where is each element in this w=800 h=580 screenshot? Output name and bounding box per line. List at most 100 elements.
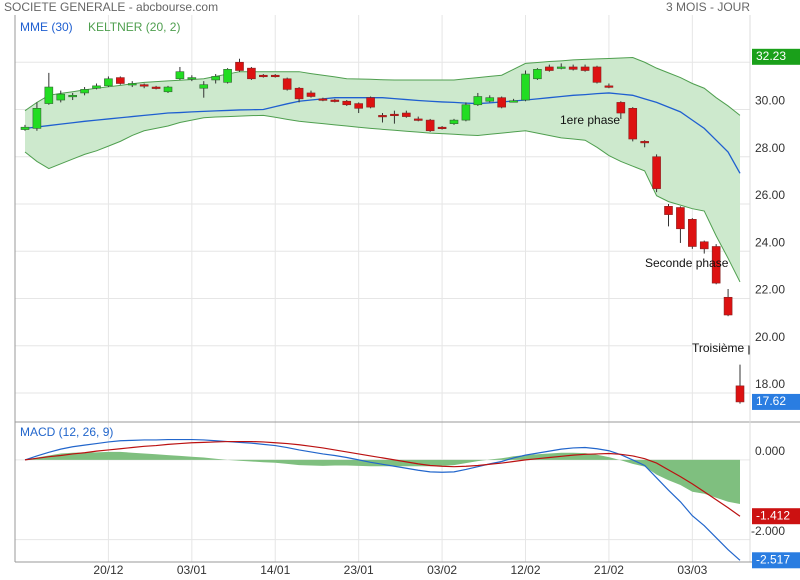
candle-body	[473, 96, 483, 106]
candle-body	[640, 141, 649, 144]
x-tick-label: 23/01	[344, 563, 374, 577]
candle-body	[545, 66, 554, 71]
last-price-label: 17.62	[756, 394, 786, 408]
candle-body	[342, 100, 352, 106]
y-tick-label: 20.00	[755, 330, 785, 344]
candle-body	[318, 98, 328, 101]
band-upper	[24, 57, 741, 116]
legend-label: KELTNER (20, 2)	[88, 20, 180, 34]
candle-body	[116, 77, 125, 84]
macd-panel	[24, 438, 741, 561]
candle-body	[80, 89, 89, 94]
candle-body	[139, 84, 149, 87]
candle-body	[676, 207, 685, 230]
mme-line	[24, 92, 741, 174]
band-lower	[24, 114, 741, 283]
candle-body	[247, 67, 256, 80]
candle-body	[723, 296, 733, 316]
last-value-label-box	[752, 552, 800, 569]
chart-subtitle: 3 MOIS - JOUR	[666, 0, 750, 14]
candle-body	[521, 73, 530, 101]
y-tick-label: 22.00	[755, 283, 785, 297]
candle-body	[163, 86, 173, 93]
x-tick-label: 14/01	[260, 563, 290, 577]
candle-body	[282, 78, 292, 90]
candle-body	[259, 74, 268, 78]
y-tick-label: 30.00	[755, 94, 785, 108]
candle-body	[294, 87, 304, 100]
candle-body	[378, 115, 387, 118]
candle-body	[92, 85, 101, 89]
candle-body	[32, 108, 42, 129]
candle-body	[604, 85, 614, 88]
candle-body	[56, 93, 66, 101]
panel-title: MACD (12, 26, 9)	[20, 425, 113, 439]
marker-label-box	[752, 48, 800, 65]
labels: 20/12 03/01 14/01 23/01 03/02 12/02 21/02 03/03…	[20, 20, 800, 577]
last-price-label-box	[752, 393, 800, 410]
y-tick-label: -2.000	[751, 524, 785, 538]
x-tick-label: 20/12	[93, 563, 123, 577]
y-tick-label: 18.00	[755, 377, 785, 391]
candle-body	[270, 74, 280, 78]
macd-line	[24, 440, 741, 517]
candle-body	[104, 78, 113, 87]
y-tick-label: 24.00	[755, 235, 785, 249]
candle-body	[211, 76, 220, 81]
x-tick-label: 21/02	[594, 563, 624, 577]
candle-body	[711, 246, 721, 284]
candle-body	[402, 112, 411, 117]
candle-body	[735, 385, 745, 403]
candle-body	[127, 83, 137, 86]
candle-body	[509, 100, 518, 103]
candle-body	[664, 206, 673, 215]
x-tick-label: 03/01	[177, 563, 207, 577]
candle-body	[461, 104, 471, 121]
annotation: Troisième phase	[692, 341, 781, 355]
candle-body	[628, 108, 638, 140]
candle-body	[592, 66, 602, 83]
candle-body	[151, 86, 161, 89]
candle-body	[699, 241, 709, 250]
annotation: Seconde phase	[645, 256, 729, 270]
candle-body	[366, 97, 375, 108]
legend-label: MME (30)	[20, 20, 73, 34]
candle-body	[354, 103, 363, 109]
candle-body	[306, 92, 316, 97]
price-panel: 1ere phase Seconde phase Troisième phase	[20, 57, 781, 404]
candle-body	[449, 119, 459, 124]
candle-body	[330, 99, 340, 102]
x-tick-label: 12/02	[510, 563, 540, 577]
last-value-label: -2.517	[756, 552, 790, 566]
y-tick-label: 0.000	[755, 444, 785, 458]
candle-body	[175, 71, 185, 80]
y-tick-label: 28.00	[755, 141, 785, 155]
annotation: 1ere phase	[560, 113, 620, 127]
candle-body	[580, 66, 590, 71]
candle-body	[556, 66, 566, 69]
chart-title: SOCIETE GENERALE - abcbourse.com	[4, 0, 218, 14]
candle-body	[44, 86, 54, 104]
candle-body	[497, 97, 506, 108]
x-tick-label: 03/02	[427, 563, 457, 577]
last-value-label-box	[752, 508, 800, 525]
axes	[14, 15, 800, 563]
candle-body	[199, 84, 209, 89]
x-tick-label: 03/03	[677, 563, 707, 577]
histogram-area	[25, 451, 740, 504]
last-value-label: -1.412	[756, 508, 790, 522]
candle-body	[413, 118, 423, 121]
candle-body	[425, 119, 435, 132]
band-area	[25, 57, 740, 282]
candle-body	[20, 126, 30, 130]
candle-body	[187, 77, 197, 80]
candle-body	[533, 69, 542, 80]
candle-body	[68, 95, 77, 98]
y-tick-label: 26.00	[755, 188, 785, 202]
candle-body	[616, 102, 626, 114]
candle-body	[437, 126, 447, 130]
candle-body	[568, 66, 578, 70]
candle-body	[688, 219, 697, 247]
